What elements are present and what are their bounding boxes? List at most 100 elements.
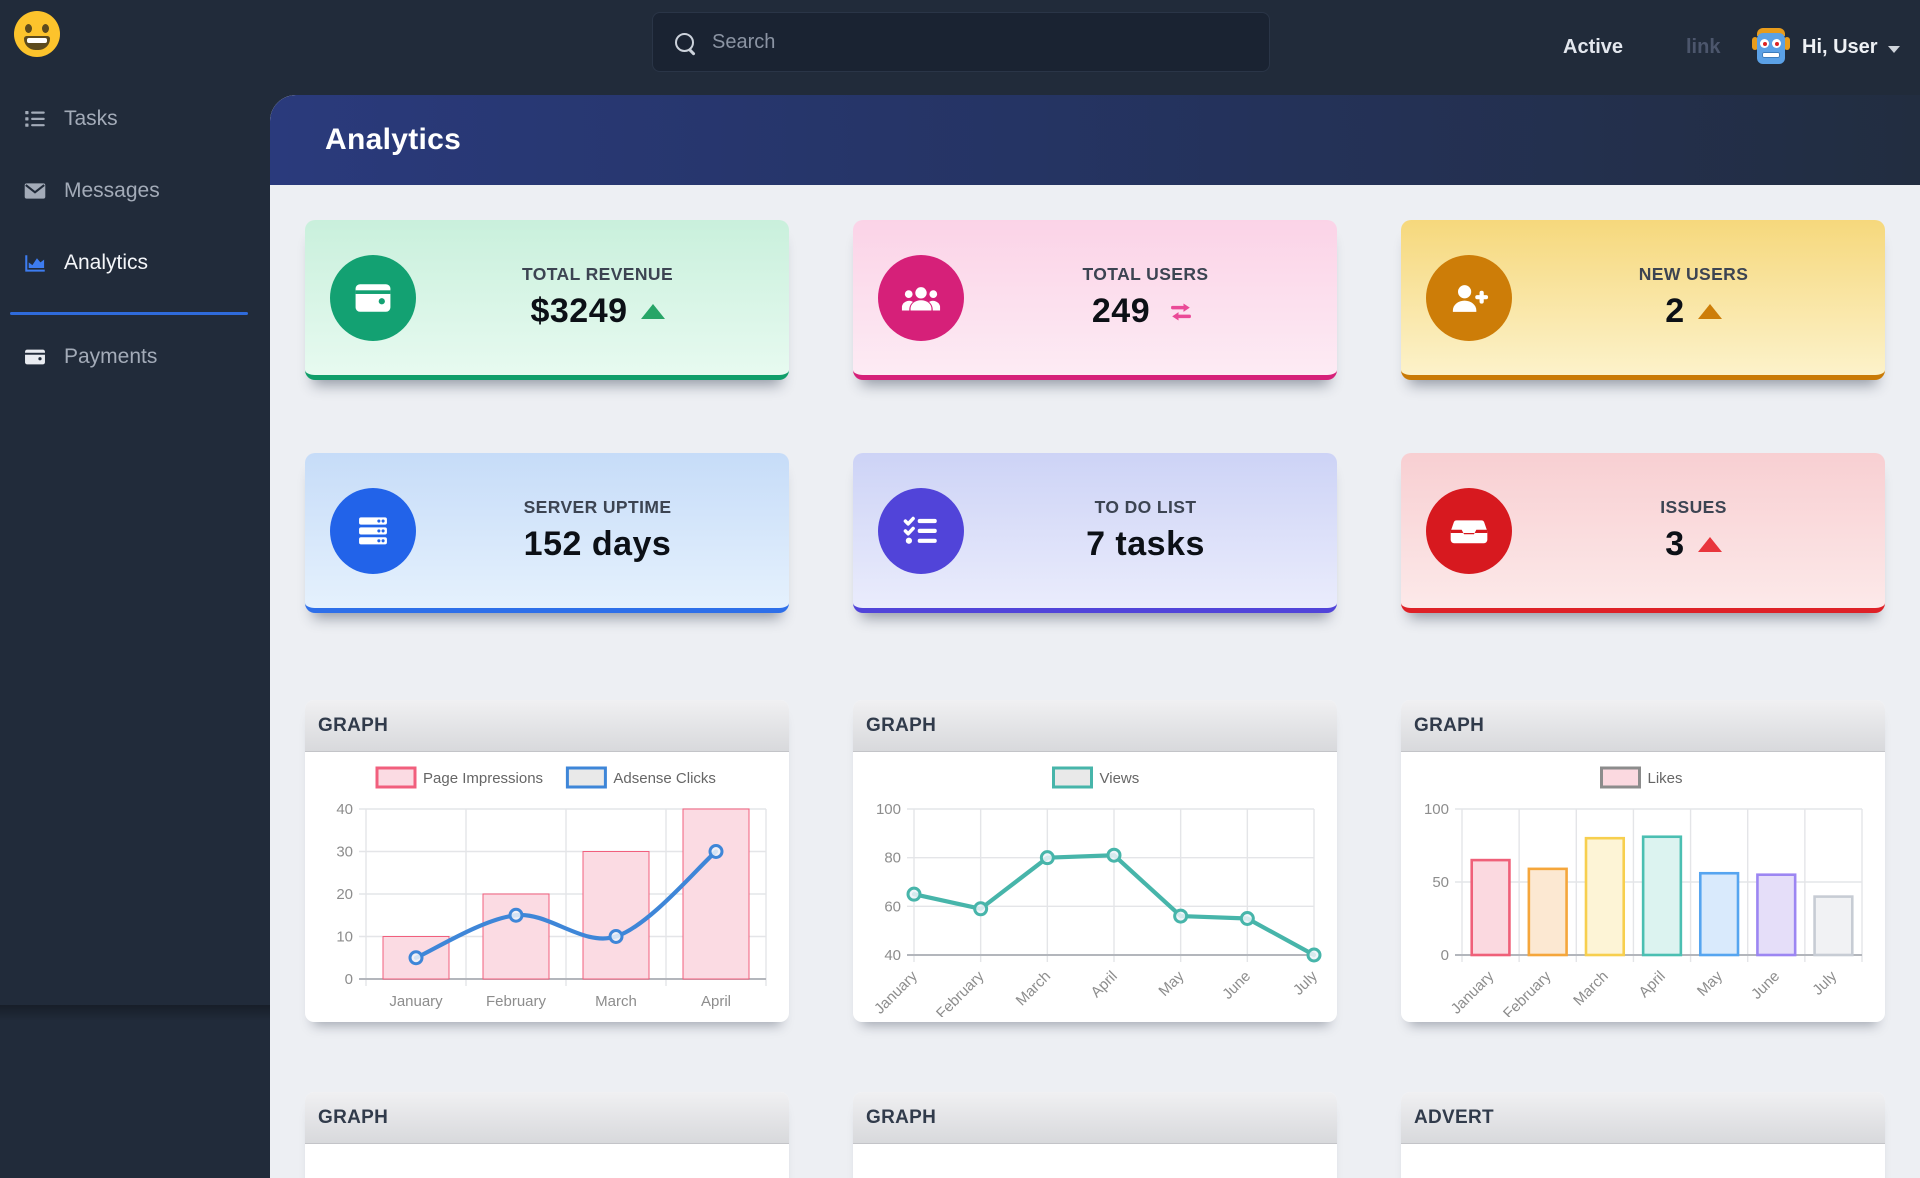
- app-logo-smiley-icon[interactable]: [14, 11, 60, 57]
- stat-value: 2: [1665, 292, 1685, 330]
- svg-text:100: 100: [1424, 801, 1449, 818]
- panel-body: 0 10 20 30 40 January February March April Page I…: [305, 759, 789, 1017]
- svg-text:January: January: [1448, 967, 1498, 1017]
- list-check-icon: [903, 516, 937, 544]
- topbar: Active link Hi, User: [0, 0, 1920, 95]
- payments-icon: [25, 349, 45, 365]
- sidebar: Tasks Messages Analytics Payments: [0, 0, 270, 1178]
- graph-panel-2: GRAPH 40 60 80 100 January February March April M…: [853, 700, 1337, 1022]
- trend-up-icon: [1697, 537, 1722, 552]
- user-plus-icon: [1452, 284, 1489, 312]
- panel-header: GRAPH: [853, 700, 1337, 752]
- stat-value: 3: [1665, 525, 1685, 563]
- panel-body: [853, 1144, 1337, 1178]
- stat-value: $3249: [530, 292, 628, 330]
- svg-text:April: April: [701, 993, 731, 1010]
- stat-value: 152 days: [523, 525, 672, 563]
- svg-text:80: 80: [884, 850, 901, 867]
- svg-text:April: April: [1636, 968, 1669, 1001]
- panel-body: 0 50 100 January February March April May June Ju…: [1401, 759, 1885, 1017]
- stat-icon-circle: [878, 487, 964, 574]
- graph-panel-bottom-1: GRAPH: [305, 1092, 789, 1178]
- svg-text:Page Impressions: Page Impressions: [423, 770, 543, 787]
- user-avatar-robot-icon[interactable]: [1752, 28, 1790, 66]
- svg-text:March: March: [1570, 968, 1611, 1009]
- server-icon: [359, 516, 387, 544]
- svg-text:February: February: [1500, 967, 1555, 1017]
- charts-grid: GRAPH 0 10 20 30 40 January February March April P…: [305, 700, 1885, 1022]
- sidebar-item-label: Payments: [64, 345, 158, 368]
- chevron-down-icon: [1887, 46, 1900, 53]
- svg-text:0: 0: [1441, 947, 1449, 964]
- graph-panel-1: GRAPH 0 10 20 30 40 January February March April P…: [305, 700, 789, 1022]
- graph-panel-bottom-2: GRAPH: [853, 1092, 1337, 1178]
- chart-canvas-1: 0 10 20 30 40 January February March April Page I…: [336, 766, 767, 1010]
- stat-card-total-revenue: TOTAL REVENUE $3249: [305, 220, 789, 380]
- nav-link[interactable]: link: [1686, 36, 1721, 58]
- advert-panel: ADVERT: [1401, 1092, 1885, 1178]
- sidebar-item-messages[interactable]: Messages: [0, 168, 270, 214]
- svg-text:July: July: [1290, 967, 1321, 998]
- sidebar-item-payments[interactable]: Payments: [0, 334, 270, 380]
- stat-title: TOTAL REVENUE: [521, 264, 674, 284]
- main-content: Analytics TOTAL REVENUE $3249 TOTAL USERS 2…: [270, 95, 1920, 1178]
- svg-text:Likes: Likes: [1648, 770, 1683, 787]
- stat-title: SERVER UPTIME: [523, 497, 672, 517]
- search-input[interactable]: [710, 29, 1234, 55]
- stat-title: ISSUES: [1660, 497, 1727, 517]
- tasks-icon: [25, 110, 45, 127]
- trend-up-icon: [1697, 304, 1722, 319]
- stat-value: 7 tasks: [1086, 525, 1205, 563]
- sidebar-item-label: Analytics: [64, 251, 149, 274]
- svg-text:Adsense Clicks: Adsense Clicks: [613, 770, 716, 787]
- search-bar[interactable]: [652, 12, 1270, 72]
- sidebar-item-analytics[interactable]: Analytics: [0, 240, 270, 286]
- stat-title: NEW USERS: [1638, 264, 1749, 284]
- panel-body: [1401, 1144, 1885, 1178]
- wallet-icon: [355, 283, 391, 312]
- svg-text:May: May: [1694, 967, 1726, 999]
- messages-icon: [24, 183, 46, 199]
- dashboard-body: TOTAL REVENUE $3249 TOTAL USERS 249 NEW USER…: [270, 185, 1920, 1178]
- page-title: Analytics: [325, 123, 462, 156]
- stat-text: SERVER UPTIME 152 days: [416, 497, 789, 564]
- svg-text:20: 20: [336, 886, 353, 903]
- svg-text:January: January: [389, 993, 443, 1010]
- stat-title: TOTAL USERS: [1082, 264, 1209, 284]
- stat-icon-circle: [878, 254, 964, 341]
- exchange-arrows-icon: [1171, 302, 1192, 321]
- stat-card-to-do-list: TO DO LIST 7 tasks: [853, 453, 1337, 613]
- svg-text:50: 50: [1432, 874, 1449, 891]
- stats-grid: TOTAL REVENUE $3249 TOTAL USERS 249 NEW USER…: [305, 220, 1885, 613]
- svg-text:June: June: [1748, 968, 1783, 1003]
- panel-header: GRAPH: [853, 1092, 1337, 1144]
- analytics-icon: [25, 255, 45, 272]
- stat-card-server-uptime: SERVER UPTIME 152 days: [305, 453, 789, 613]
- inbox-icon: [1450, 519, 1488, 543]
- users-icon: [901, 286, 941, 310]
- svg-text:March: March: [1013, 968, 1054, 1009]
- chart-canvas-3: 0 50 100 January February March April May June Ju…: [1424, 766, 1863, 1017]
- user-menu[interactable]: Hi, User: [1802, 0, 1900, 95]
- stat-icon-circle: [330, 487, 416, 574]
- stat-icon-circle: [1426, 487, 1512, 574]
- svg-text:February: February: [486, 993, 547, 1010]
- active-item-underline: [10, 312, 248, 315]
- stat-value: 249: [1091, 292, 1151, 330]
- svg-text:40: 40: [884, 947, 901, 964]
- page-header-banner: Analytics: [270, 95, 1920, 185]
- stat-card-new-users: NEW USERS 2: [1401, 220, 1885, 380]
- sidebar-item-tasks[interactable]: Tasks: [0, 96, 270, 142]
- panel-body: [305, 1144, 789, 1178]
- svg-text:0: 0: [345, 971, 353, 988]
- svg-text:100: 100: [876, 801, 901, 818]
- svg-text:30: 30: [336, 844, 353, 861]
- svg-text:Views: Views: [1100, 770, 1140, 787]
- stat-text: TOTAL REVENUE $3249: [416, 264, 789, 331]
- svg-text:February: February: [933, 967, 988, 1017]
- stat-title: TO DO LIST: [1094, 497, 1197, 517]
- svg-text:July: July: [1809, 967, 1840, 998]
- user-greeting: Hi, User: [1802, 36, 1878, 58]
- nav-link-active[interactable]: Active: [1563, 36, 1624, 58]
- svg-text:May: May: [1155, 967, 1187, 999]
